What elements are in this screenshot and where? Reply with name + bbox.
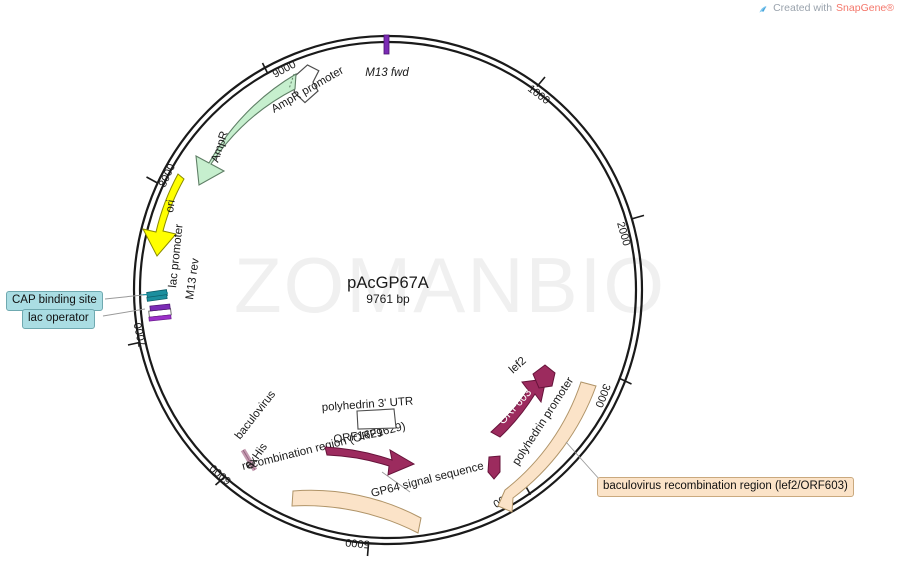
tick-label-1000: 1000 <box>525 83 552 107</box>
feature-orf1629[interactable]: ORF1629 <box>324 427 416 476</box>
callout-lac-operator[interactable]: lac operator <box>22 309 95 329</box>
watermark-text: ZOMANBIO <box>234 241 666 329</box>
feature-m13-fwd[interactable]: M13 fwd <box>365 34 409 79</box>
orf1629-arrow-icon <box>324 446 416 476</box>
tick-label-7000: 7000 <box>132 321 149 347</box>
feature-m13-rev[interactable]: M13 rev <box>149 257 202 312</box>
plasmid-length: 9761 bp <box>366 292 410 306</box>
callout-leader-lac-operator <box>102 308 146 317</box>
feature-label-gp64-signal-sequence: GP64 signal sequence <box>370 460 485 500</box>
orf603-arrow-icon <box>490 378 547 438</box>
feature-polyhedrin-3utr[interactable]: polyhedrin 3' UTR <box>321 396 414 430</box>
tick-marks <box>127 62 645 557</box>
feature-label-lef2: lef2 <box>507 355 529 376</box>
feature-cap-binding-site[interactable] <box>139 292 169 302</box>
callout-label-bac-recomb-lef2-orf603: baculovirus recombination region (lef2/O… <box>603 480 848 492</box>
feature-polyhedrin-promoter[interactable]: polyhedrin promoter <box>497 375 597 513</box>
ampr-arrow-icon <box>195 72 297 186</box>
6xhis-marker-outline <box>242 449 256 471</box>
tick-label-5000: 5000 <box>345 536 370 550</box>
callout-leader-cap <box>104 294 144 300</box>
lef2-arrow-icon <box>532 364 556 389</box>
callout-leader-bac-lef2 <box>565 441 601 481</box>
callout-bac-recomb-lef2-orf603[interactable]: baculovirus recombination region (lef2/O… <box>597 477 854 497</box>
feature-label-bac-recomb-orf1629-part1: baculovirus <box>233 388 278 441</box>
snapgene-logo-icon <box>758 4 769 15</box>
ampr-start-divider <box>288 73 295 90</box>
bac-recomb-orf1629-band-icon <box>291 489 422 534</box>
feature-label-ampr: AmpR <box>209 130 230 164</box>
feature-label-ori: ori <box>164 199 178 213</box>
m13-rev-marker-icon <box>149 303 171 312</box>
callout-cap-binding-site[interactable]: CAP binding site <box>6 291 103 311</box>
callout-label-cap-binding-site: CAP binding site <box>12 294 97 306</box>
credit-prefix: Created with <box>773 2 833 14</box>
polyhedrin-promoter-band-icon <box>497 381 597 513</box>
feature-ori[interactable]: ori <box>142 173 185 257</box>
gp64-signal-arrow-icon <box>487 455 501 480</box>
feature-label-m13-fwd: M13 fwd <box>365 67 409 79</box>
ori-arrow-icon <box>142 173 185 257</box>
snapgene-credit: Created with SnapGene® <box>758 2 894 14</box>
feature-label-m13-rev: M13 rev <box>184 257 202 300</box>
polyhedrin-3utr-box-icon <box>356 408 397 430</box>
lac-operator-marker-icon <box>148 314 172 322</box>
credit-brand: SnapGene® <box>836 2 894 14</box>
cap-binding-site-tick <box>139 292 169 296</box>
m13-fwd-marker-icon <box>383 34 390 55</box>
ampr-promoter-arrow-icon <box>293 64 320 104</box>
plasmid-name: pAcGP67A <box>347 274 429 292</box>
feature-ampr[interactable]: AmpR <box>195 72 297 186</box>
cap-binding-site-marker-icon <box>146 294 168 302</box>
callout-leader-gp64 <box>381 471 411 493</box>
callout-label-lac-operator: lac operator <box>28 312 89 324</box>
